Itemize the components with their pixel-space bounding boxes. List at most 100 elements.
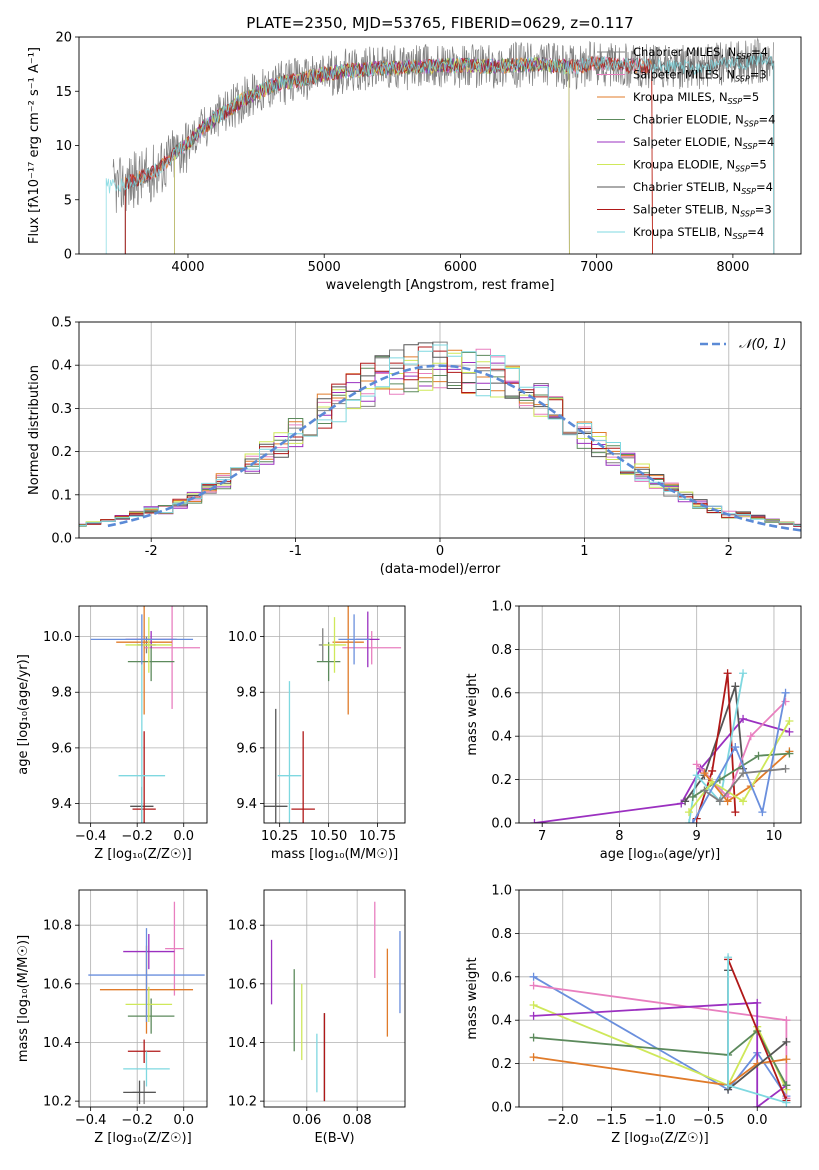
errorbar-plot-area <box>264 606 402 823</box>
weight-point-marker <box>708 777 717 786</box>
weight-plot-area <box>530 669 794 823</box>
weight-point-marker <box>723 669 732 678</box>
weight-point-marker <box>684 819 693 823</box>
axes-frame <box>78 321 802 539</box>
y-axis-label: mass weight <box>465 673 480 755</box>
weight-point-marker <box>724 1081 733 1090</box>
axes-frame <box>518 605 802 824</box>
legend-label-subscript: SSP <box>735 75 750 84</box>
y-tick-label: 15 <box>55 85 72 100</box>
y-tick-label: 0.0 <box>491 817 512 832</box>
weight-series-line <box>533 1029 788 1086</box>
y-tick-label: 0.2 <box>491 1057 512 1072</box>
x-tick-label: −1.5 <box>596 1113 628 1128</box>
x-tick-label: −2.0 <box>547 1113 579 1128</box>
y-tick-label: 1.0 <box>491 600 512 615</box>
legend-label-main: Kroupa ELODIE, N <box>633 158 735 172</box>
x-tick-label: −0.4 <box>75 829 107 844</box>
legend-label-main: Chabrier MILES, N <box>633 45 736 59</box>
legend-label-main: Salpeter STELIB, N <box>633 203 740 217</box>
x-tick-label: 6000 <box>444 260 477 275</box>
x-tick-label: −0.4 <box>75 1113 107 1128</box>
x-tick-label: 9 <box>693 829 701 844</box>
y-tick-label: 0 <box>64 248 72 263</box>
y-tick-label: 0.0 <box>491 1101 512 1116</box>
weight-point-marker <box>731 743 740 752</box>
y-tick-label: 9.6 <box>236 741 257 756</box>
weight-point-marker <box>781 764 790 773</box>
x-tick-label: 0.08 <box>343 1113 372 1128</box>
axes-frame <box>78 605 208 824</box>
y-tick-label: 0.2 <box>491 773 512 788</box>
x-tick-label: 10.75 <box>359 829 396 844</box>
y-tick-label: 9.4 <box>236 797 257 812</box>
weight-point-marker <box>739 669 748 678</box>
x-tick-label: 0 <box>436 544 444 559</box>
y-tick-label: 10.0 <box>228 630 257 645</box>
x-axis-label: (data-model)/error <box>380 562 501 577</box>
weight-point-marker <box>684 808 693 817</box>
legend-label-subscript: SSP <box>736 52 751 61</box>
weight-point-marker <box>688 819 697 823</box>
y-axis-label: mass [log₁₀(M/M☉)] <box>16 935 31 1062</box>
x-tick-label: 8 <box>615 829 623 844</box>
x-tick-label: 0.0 <box>747 1113 768 1128</box>
y-axis-label: Normed distribution <box>27 365 42 495</box>
mass-weight-vs-metallicity-panel: −2.0 −1.5 −1.0 −0.5 0.0 0.0 0.2 0.4 0.6 0.8 1.0 Z [… <box>465 884 802 1146</box>
y-tick-label: 0.4 <box>491 730 512 745</box>
x-tick-label: 5000 <box>308 260 341 275</box>
x-axis-label: Z [log₁₀(Z/Z☉)] <box>94 1131 191 1146</box>
weight-point-marker <box>785 717 794 726</box>
y-tick-label: 0.6 <box>491 686 512 701</box>
residuals-panel: -2 -1 0 1 2 0.0 0.1 0.2 0.3 0.4 0.5 (data-model)/er… <box>27 316 802 577</box>
legend-label: Chabrier STELIB, NSSP=4 <box>633 180 773 196</box>
legend-label-tail: =5 <box>750 158 767 172</box>
legend-label-tail: =5 <box>742 90 759 104</box>
x-tick-label: 0.0 <box>173 1113 194 1128</box>
histogram-series <box>79 344 801 526</box>
weight-point-marker <box>782 1037 791 1046</box>
x-tick-label: −0.2 <box>121 1113 153 1128</box>
weight-point-marker <box>530 819 539 823</box>
x-tick-label: 1 <box>580 544 588 559</box>
weight-point-marker <box>529 1053 538 1062</box>
legend-label: Chabrier MILES, NSSP=4 <box>633 45 768 61</box>
legend-label: Salpeter STELIB, NSSP=3 <box>633 203 772 219</box>
legend-label-tail: =4 <box>756 180 773 194</box>
legend-label-subscript: SSP <box>741 187 756 196</box>
weight-point-marker <box>529 981 538 990</box>
y-tick-label: 10.4 <box>43 1036 72 1051</box>
y-tick-label: 1.0 <box>491 884 512 899</box>
errorbar-plot-area <box>90 606 201 823</box>
weight-point-marker <box>715 797 724 806</box>
x-axis-label: mass [log₁₀(M/M☉)] <box>271 847 398 862</box>
age-vs-mass-panel: 10.25 10.50 10.75 9.4 9.6 9.8 10.0 mass [log₁₀(… <box>228 605 406 862</box>
axes-frame <box>518 889 802 1108</box>
weight-point-marker <box>692 760 701 769</box>
histogram-plot-area <box>79 341 801 532</box>
weight-point-marker <box>754 751 763 760</box>
legend-label-main: Salpeter MILES, N <box>633 68 735 82</box>
y-tick-label: 9.6 <box>51 741 72 756</box>
y-tick-label: 10.8 <box>228 919 257 934</box>
y-axis-label: age [log₁₀(age/yr)] <box>16 654 31 775</box>
weight-series-line <box>533 1001 787 1107</box>
weight-point-marker <box>758 808 767 817</box>
x-tick-label: 4000 <box>171 260 204 275</box>
legend-label-tail: =4 <box>757 135 774 149</box>
y-tick-label: 10.4 <box>228 1036 257 1051</box>
y-tick-label: 0.2 <box>51 445 72 460</box>
legend-label-subscript: SSP <box>743 142 758 151</box>
x-tick-label: 10.50 <box>310 829 347 844</box>
y-tick-label: 10.6 <box>228 977 257 992</box>
legend-label-tail: =3 <box>750 68 767 82</box>
x-tick-label: 0.0 <box>173 829 194 844</box>
legend-label: Salpeter MILES, NSSP=3 <box>633 68 767 84</box>
weight-point-marker <box>529 1033 538 1042</box>
weight-point-marker <box>753 1103 762 1107</box>
weight-point-marker <box>723 797 732 806</box>
x-tick-label: −0.2 <box>121 829 153 844</box>
y-tick-label: 10.2 <box>228 1095 257 1110</box>
axes-frame <box>78 889 208 1108</box>
weight-point-marker <box>681 797 690 806</box>
